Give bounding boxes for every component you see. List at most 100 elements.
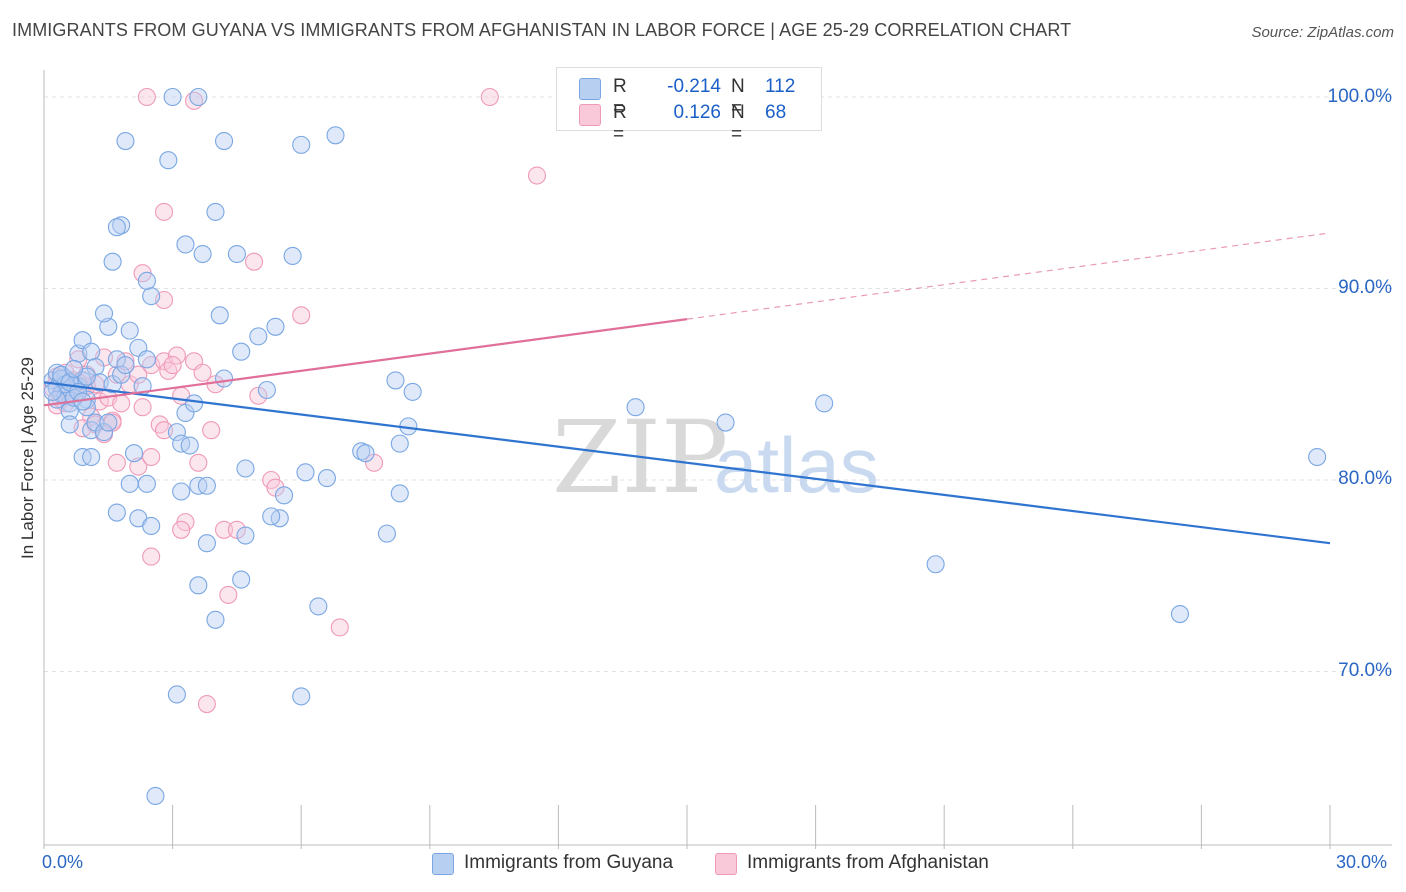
- point-guyana: [926, 555, 945, 574]
- point-guyana: [137, 271, 156, 290]
- y-tick-90: 90.0%: [1338, 277, 1392, 298]
- point-guyana: [214, 131, 234, 151]
- point-guyana: [262, 507, 281, 526]
- point-guyana: [112, 365, 131, 384]
- legend-swatch-afghanistan: [715, 853, 737, 875]
- point-afghanistan: [197, 695, 216, 714]
- y-tick-80: 80.0%: [1338, 468, 1392, 489]
- point-guyana: [214, 369, 234, 388]
- point-guyana: [626, 398, 645, 417]
- point-guyana: [142, 516, 161, 536]
- point-guyana: [43, 382, 62, 401]
- point-guyana: [116, 356, 135, 375]
- point-afghanistan: [129, 457, 148, 476]
- point-guyana: [249, 327, 268, 346]
- point-guyana: [232, 570, 251, 589]
- legend-swatch-afghanistan: [579, 104, 601, 126]
- x-tick-max: 30.0%: [1336, 852, 1388, 872]
- point-afghanistan: [193, 363, 212, 382]
- point-guyana: [167, 423, 186, 442]
- point-guyana: [1170, 604, 1190, 624]
- point-guyana: [292, 135, 311, 154]
- legend-label-afghanistan: Immigrants from Afghanistan: [747, 852, 989, 873]
- point-guyana: [227, 244, 246, 264]
- point-guyana: [236, 526, 255, 545]
- trend-line-afghanistan-projection: [686, 232, 1331, 320]
- point-guyana: [176, 235, 195, 254]
- axes: [43, 70, 1392, 849]
- point-guyana: [180, 436, 199, 455]
- point-afghanistan: [214, 520, 234, 539]
- r-value-guyana: -0.214: [667, 76, 721, 97]
- r-label: R =: [613, 76, 627, 119]
- point-afghanistan: [154, 202, 174, 221]
- point-guyana: [107, 503, 126, 522]
- point-guyana: [120, 474, 139, 493]
- point-guyana: [292, 687, 311, 706]
- x-tick-min: 0.0%: [42, 852, 84, 872]
- n-value-afghanistan: 68: [765, 102, 787, 123]
- point-guyana: [403, 382, 422, 401]
- point-guyana: [390, 484, 409, 503]
- point-afghanistan: [330, 618, 349, 637]
- point-guyana: [377, 524, 396, 543]
- correlation-legend: R = -0.214 N = 112 R = 0.126 N = 68: [556, 67, 822, 145]
- r-label: R =: [613, 102, 627, 145]
- point-guyana: [206, 610, 225, 629]
- chart-title: IMMIGRANTS FROM GUYANA VS IMMIGRANTS FRO…: [12, 20, 1072, 40]
- trend-line-afghanistan: [43, 318, 688, 407]
- point-guyana: [815, 394, 834, 413]
- point-guyana: [206, 202, 225, 221]
- series-guyana-points: [43, 87, 1327, 806]
- point-afghanistan: [244, 252, 264, 271]
- watermark-atlas: atlas: [714, 421, 879, 509]
- point-guyana: [266, 317, 285, 336]
- point-guyana: [103, 252, 122, 271]
- series-afghanistan-points: [43, 87, 547, 714]
- point-guyana: [716, 413, 735, 432]
- point-guyana: [386, 371, 405, 390]
- point-guyana: [94, 304, 114, 323]
- point-guyana: [326, 126, 345, 145]
- legend-swatch-guyana: [579, 78, 601, 100]
- point-guyana: [142, 287, 161, 306]
- r-value-afghanistan: 0.126: [673, 102, 721, 123]
- point-guyana: [172, 482, 191, 501]
- point-guyana: [146, 786, 165, 806]
- point-afghanistan: [202, 421, 221, 440]
- point-afghanistan: [292, 306, 311, 325]
- point-afghanistan: [189, 453, 208, 472]
- point-guyana: [60, 415, 79, 434]
- point-afghanistan: [107, 453, 126, 472]
- point-guyana: [283, 246, 302, 265]
- point-afghanistan: [219, 585, 238, 604]
- point-afghanistan: [142, 547, 161, 566]
- y-tick-70: 70.0%: [1338, 660, 1392, 681]
- point-guyana: [390, 434, 409, 453]
- point-guyana: [189, 87, 208, 107]
- n-label: N =: [731, 76, 745, 119]
- point-guyana: [356, 444, 375, 463]
- point-guyana: [163, 87, 182, 107]
- point-guyana: [197, 534, 216, 553]
- point-guyana: [257, 380, 276, 400]
- point-guyana: [275, 486, 294, 505]
- point-afghanistan: [163, 356, 182, 375]
- gridlines: [44, 96, 1392, 672]
- trend-lines: [43, 232, 1331, 545]
- point-guyana: [120, 321, 139, 340]
- source-label: Source: ZipAtlas.com: [1251, 24, 1394, 41]
- point-afghanistan: [172, 520, 191, 539]
- legend-swatch-guyana: [432, 853, 454, 875]
- point-afghanistan: [112, 394, 131, 413]
- n-value-guyana: 112: [765, 76, 796, 97]
- trend-line-guyana: [43, 381, 1331, 545]
- point-afghanistan: [480, 87, 499, 107]
- watermark: ZIP atlas: [552, 399, 879, 516]
- point-guyana: [184, 394, 204, 413]
- point-guyana: [189, 576, 208, 595]
- point-guyana: [82, 342, 101, 361]
- point-afghanistan: [167, 346, 186, 365]
- point-guyana: [236, 459, 255, 478]
